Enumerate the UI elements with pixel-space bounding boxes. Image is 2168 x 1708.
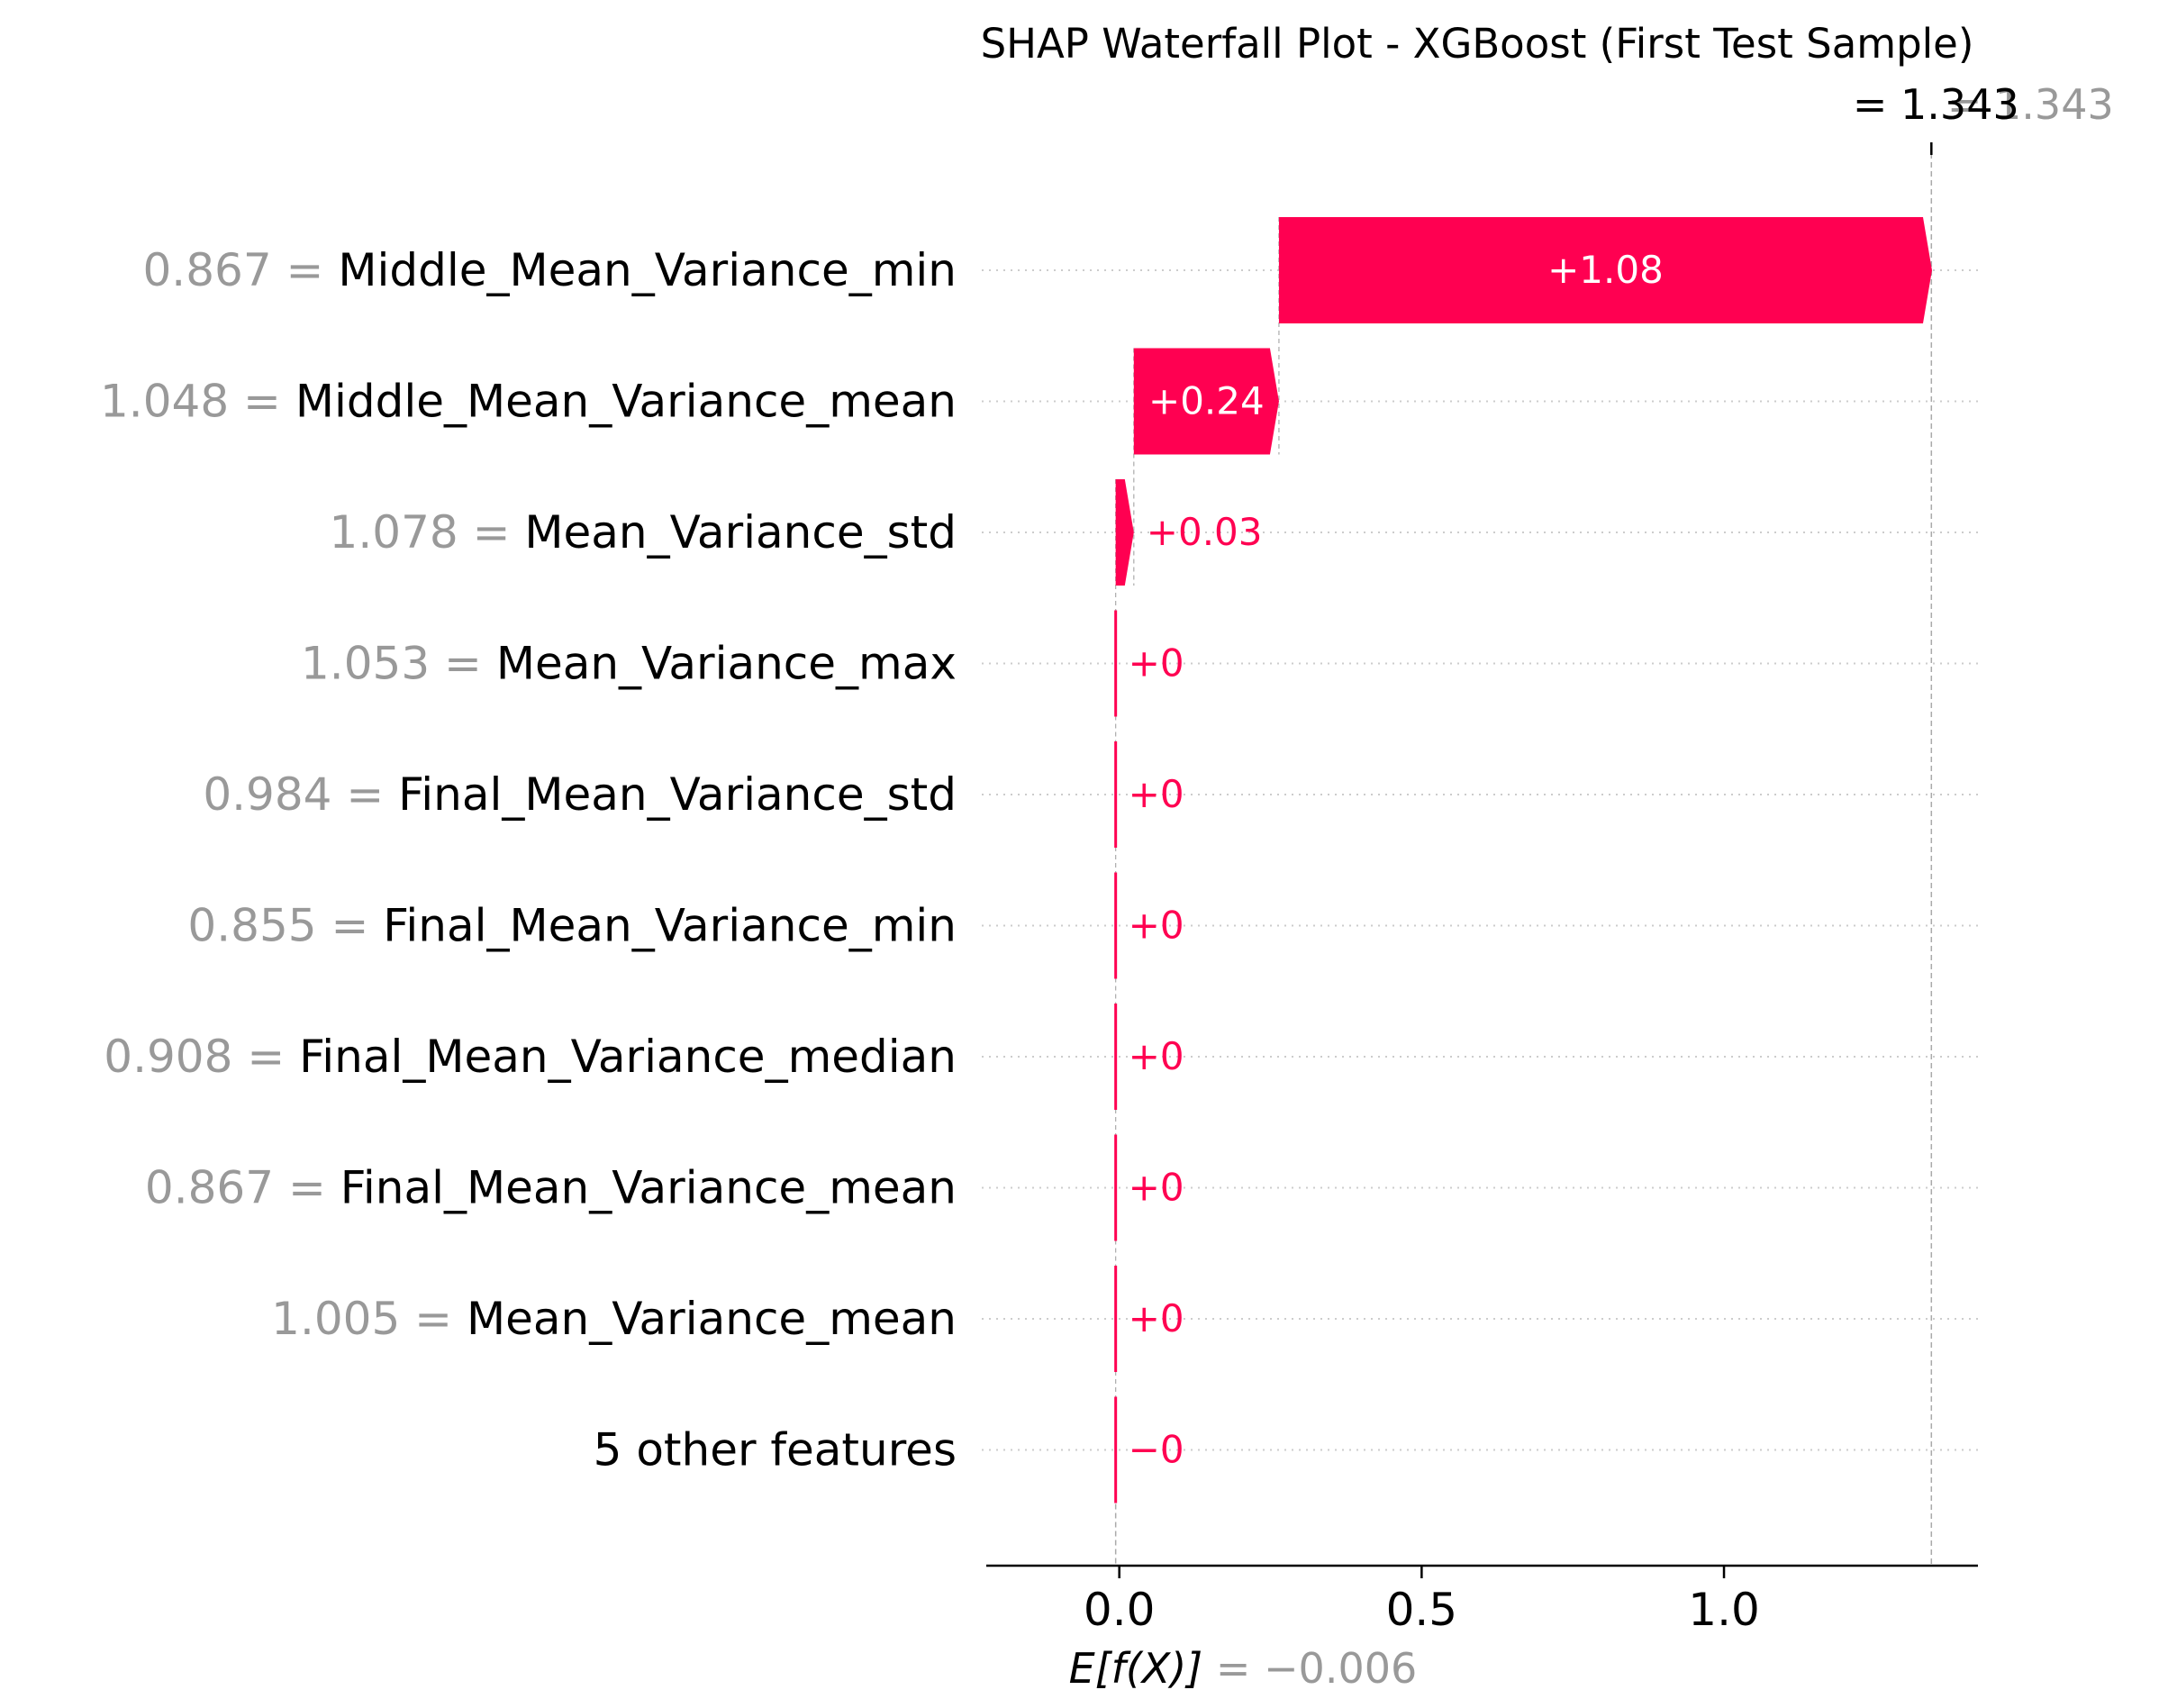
feature-label: 5 other features: [594, 1424, 957, 1476]
feature-label: 0.867 = Middle_Mean_Variance_min: [143, 244, 957, 296]
bar-value-label: +0: [1129, 1034, 1184, 1078]
x-axis: 0.0 0.5 1.0 E[f(X)] = −0.006 = 1.343= 1.343: [986, 80, 2114, 1693]
feature-label: 0.908 = Final_Mean_Variance_median: [104, 1031, 957, 1083]
feature-name: Middle_Mean_Variance_mean: [295, 376, 957, 428]
gridlines: [982, 269, 1978, 1451]
feature-name: Mean_Variance_mean: [467, 1293, 957, 1345]
feature-name: Final_Mean_Variance_mean: [340, 1162, 957, 1214]
feature-labels: 0.867 = Middle_Mean_Variance_min 1.048 = …: [100, 244, 957, 1476]
feature-label: 0.855 = Final_Mean_Variance_min: [187, 900, 957, 952]
bar-value-label: +0: [1129, 1296, 1184, 1340]
output-value-label-gray: = 1.343: [1947, 80, 2114, 129]
feature-value: 1.005 =: [271, 1293, 467, 1345]
waterfall-bar: [1278, 217, 1932, 323]
base-value-label: E[f(X)] = −0.006: [1069, 1644, 1418, 1693]
base-value-number: = −0.006: [1216, 1644, 1417, 1693]
feature-value: 0.908 =: [104, 1031, 299, 1083]
bar-value-label: +0: [1129, 772, 1184, 816]
feature-name: Final_Mean_Variance_min: [383, 900, 957, 952]
waterfall-bar: [1133, 348, 1279, 455]
bar-value-label: −0: [1129, 1428, 1184, 1472]
bar-value-label: +0: [1129, 904, 1184, 948]
x-tick-label: 0.5: [1386, 1584, 1458, 1636]
feature-name: Final_Mean_Variance_std: [398, 768, 957, 821]
feature-name: 5 other features: [594, 1424, 957, 1476]
feature-value: 0.867 =: [145, 1162, 340, 1214]
bar-value-label: +1.08: [1547, 248, 1664, 292]
feature-value: 0.855 =: [187, 900, 383, 952]
feature-value: 0.984 =: [203, 768, 398, 821]
feature-value: 1.053 =: [301, 638, 496, 690]
chart-title: SHAP Waterfall Plot - XGBoost (First Tes…: [981, 20, 1974, 68]
feature-name: Final_Mean_Variance_median: [299, 1031, 957, 1083]
bar-value-label: +0.03: [1147, 510, 1263, 554]
feature-value: 1.048 =: [100, 376, 295, 428]
feature-label: 1.078 = Mean_Variance_std: [330, 506, 957, 559]
feature-label: 1.048 = Middle_Mean_Variance_mean: [100, 376, 957, 428]
base-value-expression: E[f(X)]: [1069, 1644, 1216, 1693]
bars: +1.08 +0.24 +0.03 +0 +0 +0 +0 +0 +0 −0: [1114, 217, 1932, 1504]
feature-label: 1.005 = Mean_Variance_mean: [271, 1293, 957, 1345]
feature-name: Middle_Mean_Variance_min: [338, 244, 957, 296]
bar-value-label: +0: [1129, 641, 1184, 686]
feature-label: 0.984 = Final_Mean_Variance_std: [203, 768, 957, 821]
waterfall-bar: [1115, 479, 1134, 586]
feature-name: Mean_Variance_max: [496, 638, 957, 690]
feature-label: 0.867 = Final_Mean_Variance_mean: [145, 1162, 957, 1214]
bar-value-label: +0: [1129, 1166, 1184, 1210]
bar-value-label: +0.24: [1148, 379, 1265, 423]
feature-label: 1.053 = Mean_Variance_max: [301, 638, 957, 690]
x-tick-label: 0.0: [1084, 1584, 1156, 1636]
feature-value: 0.867 =: [143, 244, 339, 296]
x-tick-label: 1.0: [1688, 1584, 1760, 1636]
feature-value: 1.078 =: [330, 506, 525, 559]
feature-name: Mean_Variance_std: [524, 506, 957, 559]
output-value-label: = 1.343: [1853, 80, 2019, 129]
